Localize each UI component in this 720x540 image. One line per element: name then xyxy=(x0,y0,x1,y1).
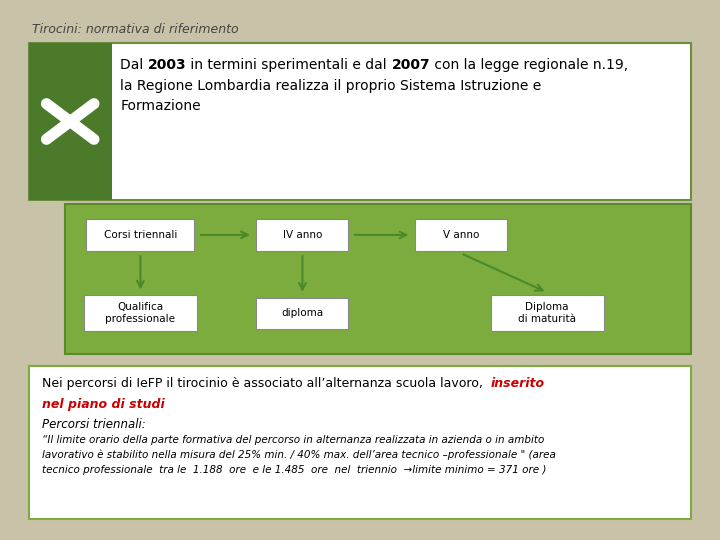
Text: Dal: Dal xyxy=(120,58,148,72)
FancyBboxPatch shape xyxy=(256,298,348,329)
Text: Percorsi triennali:: Percorsi triennali: xyxy=(42,418,145,431)
Text: Qualifica
professionale: Qualifica professionale xyxy=(105,302,176,324)
Text: con la legge regionale n.19,: con la legge regionale n.19, xyxy=(430,58,629,72)
FancyBboxPatch shape xyxy=(256,219,348,251)
Text: IV anno: IV anno xyxy=(283,230,322,240)
FancyBboxPatch shape xyxy=(84,295,197,331)
Text: tecnico professionale  tra le  1.188  ore  e le 1.485  ore  nel  triennio  →limi: tecnico professionale tra le 1.188 ore e… xyxy=(42,465,546,475)
FancyBboxPatch shape xyxy=(29,43,691,200)
FancyBboxPatch shape xyxy=(86,219,194,251)
Text: in termini sperimentali e dal: in termini sperimentali e dal xyxy=(186,58,392,72)
Text: 2003: 2003 xyxy=(148,58,186,72)
FancyBboxPatch shape xyxy=(29,366,691,519)
FancyBboxPatch shape xyxy=(490,295,604,331)
Text: Tirocini: normativa di riferimento: Tirocini: normativa di riferimento xyxy=(32,23,239,36)
Text: nel piano di studi: nel piano di studi xyxy=(42,398,164,411)
Text: Diploma
di maturità: Diploma di maturità xyxy=(518,302,576,324)
Text: la Regione Lombardia realizza il proprio Sistema Istruzione e: la Regione Lombardia realizza il proprio… xyxy=(120,79,541,93)
Text: Nei percorsi di IeFP il tirocinio è associato all’alternanza scuola lavoro,: Nei percorsi di IeFP il tirocinio è asso… xyxy=(42,377,490,390)
Text: inserito: inserito xyxy=(490,377,545,390)
Text: 2007: 2007 xyxy=(392,58,430,72)
FancyBboxPatch shape xyxy=(65,204,691,354)
Text: diploma: diploma xyxy=(282,308,323,318)
Text: lavorativo è stabilito nella misura del 25% min. / 40% max. dell’area tecnico –p: lavorativo è stabilito nella misura del … xyxy=(42,450,556,460)
FancyBboxPatch shape xyxy=(29,43,112,200)
Text: Formazione: Formazione xyxy=(120,99,201,113)
Text: V anno: V anno xyxy=(443,230,479,240)
Text: “Il limite orario della parte formativa del percorso in alternanza realizzata in: “Il limite orario della parte formativa … xyxy=(42,435,544,445)
Text: Corsi triennali: Corsi triennali xyxy=(104,230,177,240)
FancyBboxPatch shape xyxy=(415,219,507,251)
